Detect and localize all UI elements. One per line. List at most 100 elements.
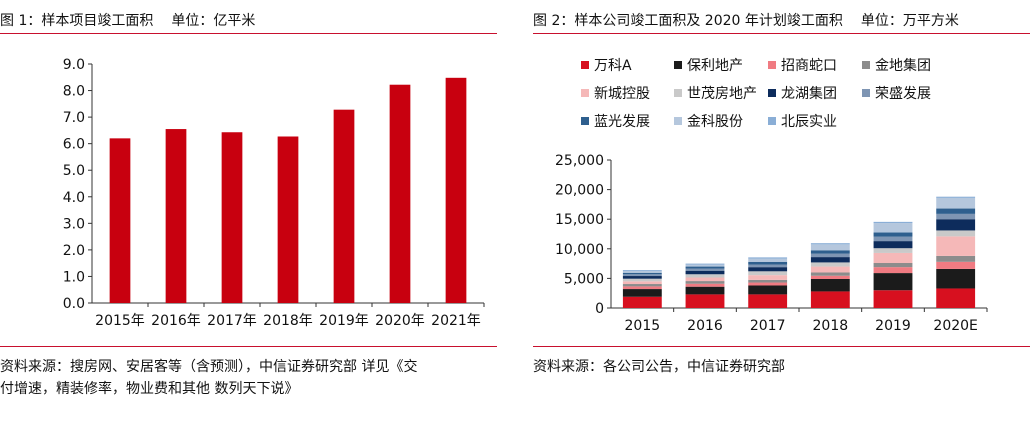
- x-tick-label: 2015: [625, 318, 661, 334]
- bar-segment: [622, 274, 662, 277]
- bar-segment: [936, 219, 976, 231]
- bar-segment: [622, 281, 662, 285]
- legend-swatch: [768, 89, 776, 97]
- bar-segment: [936, 268, 976, 289]
- legend-swatch: [862, 61, 870, 69]
- bar-segment: [748, 257, 788, 259]
- bar-segment: [873, 241, 913, 249]
- x-tick-label: 2019: [875, 318, 911, 334]
- bar-segment: [810, 266, 850, 273]
- bar-segment: [622, 278, 662, 282]
- y-tick-label: 1.0: [63, 269, 85, 285]
- y-tick-label: 8.0: [63, 84, 85, 100]
- legend-label: 蓝光发展: [594, 114, 650, 130]
- chart-1-source: 资料来源：搜房网、安居客等（含预测），中信证券研究部 详见《交 付增速，精装修率，…: [0, 356, 497, 400]
- x-tick-label: 2015年: [95, 313, 145, 329]
- y-tick-label: 0: [595, 301, 604, 317]
- y-tick-label: 9.0: [63, 57, 85, 73]
- legend-swatch: [581, 89, 589, 97]
- bar-segment: [748, 267, 788, 272]
- y-tick-label: 5,000: [564, 271, 604, 287]
- y-tick-label: 7.0: [63, 110, 85, 126]
- bar-segment: [748, 261, 788, 265]
- bar-segment: [810, 244, 850, 251]
- legend-swatch: [674, 89, 682, 97]
- bar-segment: [748, 279, 788, 283]
- bar: [445, 77, 467, 303]
- bar-segment: [810, 278, 850, 292]
- bar-segment: [685, 286, 725, 295]
- x-tick-label: 2020年: [375, 313, 425, 329]
- bar-segment: [622, 271, 662, 273]
- x-tick-label: 2017年: [207, 313, 257, 329]
- bar-segment: [622, 284, 662, 287]
- bar-segment: [873, 232, 913, 237]
- bar-segment: [810, 250, 850, 254]
- bar-segment: [810, 257, 850, 263]
- chart-panel-1: 图 1：样本项目竣工面积 单位：亿平米 0.0 1.0 2.0 3.0 4.0 5.0 6.0…: [0, 0, 497, 442]
- bar-segment: [622, 270, 662, 271]
- chart-2-bottom-rule: [533, 346, 1030, 347]
- y-tick-label: 10,000: [555, 242, 604, 258]
- bar-segment: [622, 289, 662, 297]
- bar: [165, 129, 187, 303]
- chart-2-unit: 单位：万平方米: [860, 13, 959, 29]
- bar-segment: [810, 291, 850, 308]
- bar-segment: [873, 236, 913, 242]
- bar-segment: [810, 253, 850, 258]
- bar-segment: [685, 283, 725, 287]
- chart-1-bottom-rule: [0, 346, 497, 347]
- legend-label: 金科股份: [687, 114, 743, 130]
- x-tick-label: 2020E: [933, 318, 977, 334]
- x-tick-label: 2017: [750, 318, 786, 334]
- bar-segment: [936, 288, 976, 308]
- bar-segment: [685, 281, 725, 284]
- legend-swatch: [768, 117, 776, 125]
- bar-segment: [685, 266, 725, 269]
- y-tick-label: 6.0: [63, 137, 85, 153]
- bar-segment: [873, 223, 913, 233]
- bar: [221, 132, 243, 303]
- bar-segment: [622, 296, 662, 308]
- bar-segment: [810, 243, 850, 245]
- chart-1-header: 图 1：样本项目竣工面积 单位：亿平米: [0, 12, 497, 30]
- x-tick-label: 2016年: [151, 313, 201, 329]
- legend-swatch: [862, 89, 870, 97]
- legend-swatch: [581, 61, 589, 69]
- legend-label: 荣盛发展: [875, 86, 931, 102]
- bar-segment: [810, 272, 850, 276]
- legend-label: 金地集团: [875, 57, 931, 74]
- chart-1-source-line-1: 资料来源：搜房网、安居客等（含预测），中信证券研究部 详见《交: [0, 359, 418, 375]
- x-tick-label: 2019年: [319, 313, 369, 329]
- bar-segment: [873, 263, 913, 268]
- bar-segment: [622, 276, 662, 279]
- chart-1-unit: 单位：亿平米: [171, 13, 256, 29]
- bar-segment: [810, 275, 850, 279]
- x-tick-label: 2018年: [263, 313, 313, 329]
- bar-segment: [936, 261, 976, 269]
- legend-label: 北辰实业: [781, 114, 837, 130]
- legend-swatch: [581, 117, 589, 125]
- bar-segment: [748, 282, 788, 286]
- bar-segment: [748, 258, 788, 262]
- legend-label: 万科A: [594, 58, 632, 74]
- legend-swatch: [768, 61, 776, 69]
- chart-2-header: 图 2：样本公司竣工面积及 2020 年计划竣工面积 单位：万平方米: [533, 12, 1030, 30]
- legend-swatch: [674, 61, 682, 69]
- y-tick-label: 20,000: [555, 183, 604, 199]
- bar-segment: [685, 277, 725, 282]
- bar-segment: [622, 272, 662, 275]
- bar-segment: [936, 213, 976, 220]
- y-tick-label: 0.0: [63, 296, 85, 312]
- bar-segment: [748, 285, 788, 295]
- bar-segment: [748, 271, 788, 276]
- y-tick-label: 2.0: [63, 243, 85, 259]
- y-tick-label: 15,000: [555, 212, 604, 228]
- legend-label: 龙湖集团: [781, 85, 837, 102]
- chart-1-plot: 0.0 1.0 2.0 3.0 4.0 5.0 6.0 7.0 8.0 9.0 2015年 2016年…: [63, 57, 485, 329]
- bar-segment: [685, 270, 725, 275]
- bar-segment: [685, 263, 725, 265]
- bar-segment: [936, 196, 976, 198]
- bar-segment: [936, 230, 976, 237]
